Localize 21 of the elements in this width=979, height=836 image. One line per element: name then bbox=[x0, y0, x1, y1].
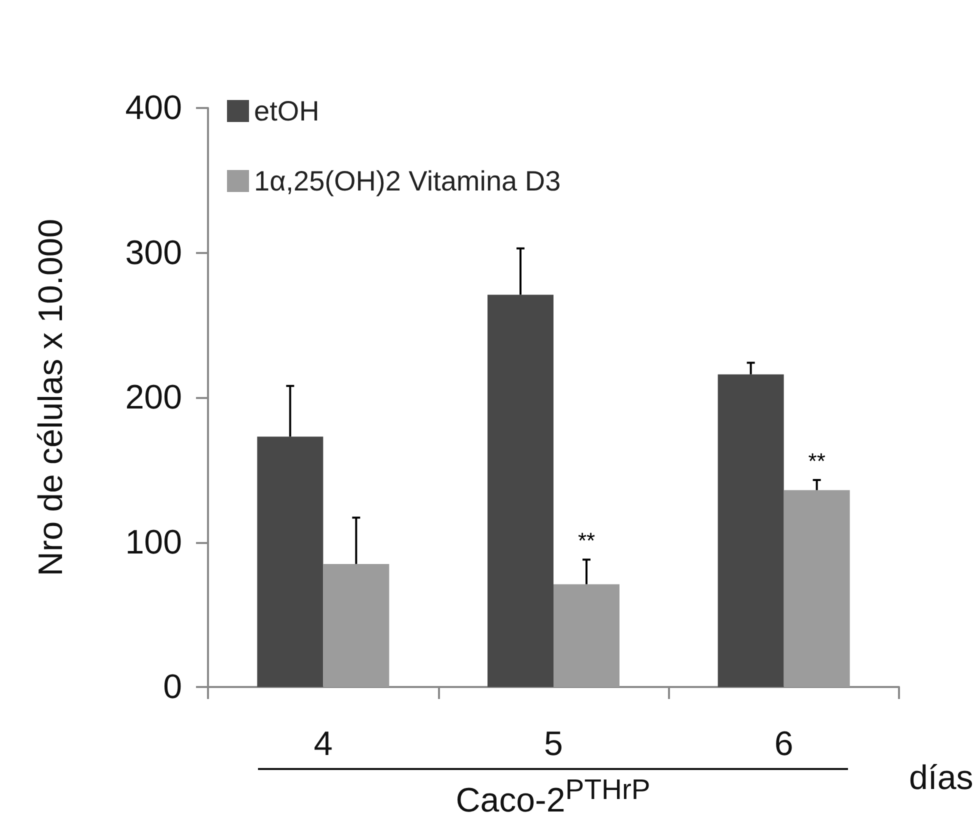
y-tick-label: 400 bbox=[125, 89, 182, 127]
bar bbox=[554, 584, 620, 687]
annotation: ** bbox=[578, 528, 596, 554]
y-tick-label: 100 bbox=[125, 523, 182, 562]
legend-label: etOH bbox=[254, 96, 320, 126]
y-axis-title: Nro de células x 10.000 bbox=[32, 218, 70, 576]
x-tick-label: 6 bbox=[774, 725, 794, 763]
x-axis-title: días bbox=[909, 759, 974, 797]
y-tick-label: 0 bbox=[163, 668, 182, 706]
bar bbox=[323, 564, 390, 687]
x-tick-label: 5 bbox=[544, 725, 563, 763]
bar bbox=[257, 436, 324, 687]
bar bbox=[488, 294, 554, 687]
y-tick-label: 200 bbox=[125, 378, 182, 416]
bar bbox=[718, 374, 784, 687]
x-tick-label: 4 bbox=[314, 725, 333, 763]
annotation: ** bbox=[808, 448, 826, 474]
text: Caco-2$^{PTHrP}$ bbox=[454, 774, 652, 820]
y-tick-label: 300 bbox=[125, 234, 182, 272]
bar bbox=[784, 490, 850, 687]
legend-label: 1α,25(OH)2 Vitamina D3 bbox=[254, 166, 561, 196]
